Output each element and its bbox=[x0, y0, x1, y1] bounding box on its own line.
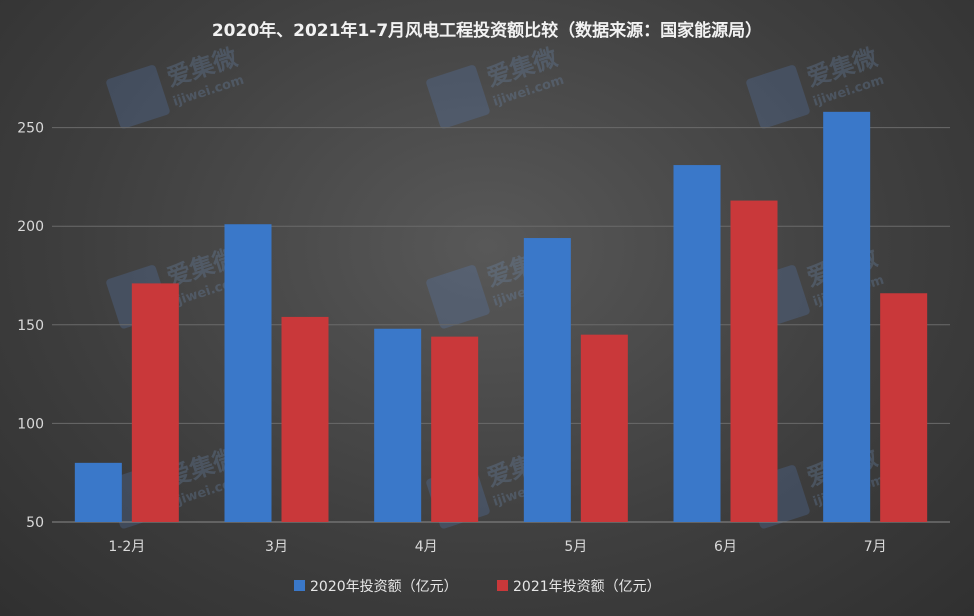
watermark-logo-mark bbox=[426, 65, 490, 129]
y-axis-ticks: 50 100 150 200 250 bbox=[17, 121, 44, 531]
watermark-logo-mark bbox=[106, 65, 170, 129]
watermark-logo-mark bbox=[426, 265, 490, 329]
bar-2021-0 bbox=[131, 283, 179, 522]
x-tick-label: 1-2月 bbox=[108, 539, 145, 555]
chart-title: 2020年、2021年1-7月风电工程投资额比较（数据来源：国家能源局） bbox=[212, 20, 762, 41]
bar-2020-4 bbox=[673, 165, 721, 522]
bar-2021-4 bbox=[730, 200, 778, 522]
x-tick-label: 3月 bbox=[265, 539, 288, 555]
y-tick-label: 100 bbox=[17, 416, 44, 432]
y-tick-label: 250 bbox=[17, 121, 44, 137]
x-axis-ticks: 1-2月 3月 4月 5月 6月 7月 bbox=[108, 539, 886, 555]
gridlines bbox=[52, 127, 950, 523]
x-tick-label: 6月 bbox=[714, 539, 737, 555]
legend-swatch-0 bbox=[294, 580, 305, 591]
legend-label-0: 2020年投资额（亿元） bbox=[310, 579, 458, 595]
bar-2020-5 bbox=[823, 111, 871, 522]
bar-2020-1 bbox=[224, 224, 272, 522]
legend-swatch-1 bbox=[497, 580, 508, 591]
legend-label-1: 2021年投资额（亿元） bbox=[513, 579, 661, 595]
bars bbox=[74, 111, 928, 523]
x-tick-label: 7月 bbox=[864, 539, 887, 555]
bar-2021-5 bbox=[880, 293, 928, 522]
watermark-logo-mark bbox=[746, 65, 810, 129]
y-tick-label: 50 bbox=[26, 515, 44, 531]
bar-2020-2 bbox=[374, 328, 422, 522]
legend: 2020年投资额（亿元） 2021年投资额（亿元） bbox=[294, 579, 661, 595]
x-tick-label: 4月 bbox=[415, 539, 438, 555]
bar-2021-3 bbox=[580, 334, 628, 522]
x-tick-label: 5月 bbox=[564, 539, 587, 555]
bar-2020-0 bbox=[74, 462, 122, 522]
bar-2020-3 bbox=[523, 238, 571, 523]
y-tick-label: 200 bbox=[17, 219, 44, 235]
y-tick-label: 150 bbox=[17, 318, 44, 334]
bar-2021-2 bbox=[431, 336, 479, 522]
bar-2021-1 bbox=[281, 316, 329, 522]
